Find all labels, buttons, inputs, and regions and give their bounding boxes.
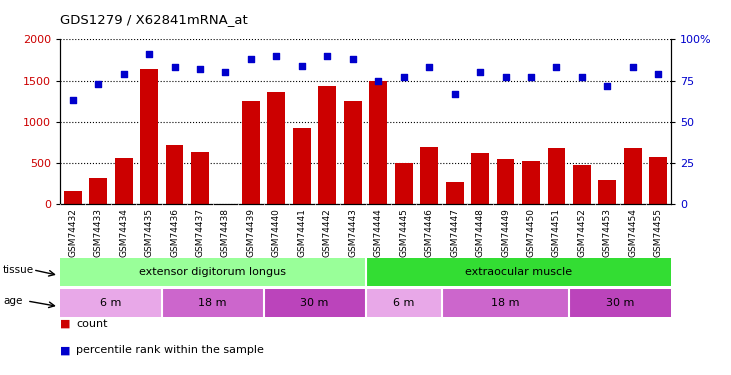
Text: GSM74437: GSM74437	[195, 209, 205, 257]
Text: GSM74441: GSM74441	[298, 209, 306, 257]
Bar	[369, 81, 387, 204]
Bar	[522, 162, 540, 204]
Point	[423, 64, 435, 70]
Text: GDS1279 / X62841mRNA_at: GDS1279 / X62841mRNA_at	[60, 13, 248, 26]
Bar	[548, 148, 565, 204]
Bar	[293, 129, 311, 204]
Point	[143, 51, 155, 57]
Text: 18 m: 18 m	[199, 298, 227, 308]
Text: GSM74443: GSM74443	[348, 209, 357, 257]
Bar	[115, 158, 132, 204]
Bar	[242, 101, 260, 204]
Bar	[442, 289, 569, 317]
Bar	[496, 159, 515, 204]
Bar	[366, 258, 671, 286]
Bar	[649, 156, 667, 204]
Text: GSM74454: GSM74454	[629, 209, 637, 257]
Text: GSM74446: GSM74446	[425, 209, 433, 257]
Bar	[319, 86, 336, 204]
Text: GSM74435: GSM74435	[145, 209, 154, 257]
Text: ■: ■	[60, 319, 74, 329]
Bar	[264, 289, 366, 317]
Bar	[366, 289, 442, 317]
Point	[296, 63, 308, 69]
Text: GSM74436: GSM74436	[170, 209, 179, 257]
Text: GSM74449: GSM74449	[501, 209, 510, 257]
Bar	[624, 148, 642, 204]
Text: GSM74434: GSM74434	[119, 209, 128, 257]
Point	[372, 78, 384, 84]
Text: GSM74438: GSM74438	[221, 209, 230, 257]
Text: extraocular muscle: extraocular muscle	[465, 267, 572, 277]
Point	[270, 53, 282, 59]
Text: tissue: tissue	[3, 265, 34, 275]
Point	[653, 71, 664, 77]
Text: GSM74447: GSM74447	[450, 209, 459, 257]
Text: GSM74433: GSM74433	[94, 209, 102, 257]
Point	[169, 64, 181, 70]
Bar	[60, 258, 366, 286]
Bar	[162, 289, 264, 317]
Text: ■: ■	[60, 345, 74, 355]
Text: count: count	[76, 319, 107, 329]
Bar	[573, 165, 591, 204]
Bar	[344, 101, 362, 204]
Bar	[140, 69, 158, 204]
Point	[219, 69, 231, 75]
Point	[500, 74, 512, 80]
Text: GSM74445: GSM74445	[399, 209, 408, 257]
Text: GSM74448: GSM74448	[476, 209, 485, 257]
Text: 18 m: 18 m	[491, 298, 520, 308]
Point	[576, 74, 588, 80]
Text: GSM74450: GSM74450	[526, 209, 536, 257]
Point	[627, 64, 639, 70]
Point	[347, 56, 359, 62]
Text: GSM74444: GSM74444	[374, 209, 383, 257]
Point	[474, 69, 486, 75]
Point	[449, 91, 461, 97]
Point	[67, 98, 78, 104]
Text: GSM74440: GSM74440	[272, 209, 281, 257]
Bar	[89, 178, 107, 204]
Point	[92, 81, 104, 87]
Text: GSM74432: GSM74432	[68, 209, 77, 257]
Text: GSM74453: GSM74453	[603, 209, 612, 257]
Point	[194, 66, 206, 72]
Text: GSM74442: GSM74442	[323, 209, 332, 257]
Text: 6 m: 6 m	[393, 298, 414, 308]
Bar	[471, 153, 489, 204]
Text: GSM74451: GSM74451	[552, 209, 561, 257]
Text: percentile rank within the sample: percentile rank within the sample	[76, 345, 264, 355]
Point	[245, 56, 257, 62]
Bar	[446, 182, 463, 204]
Text: GSM74455: GSM74455	[654, 209, 663, 257]
Text: extensor digitorum longus: extensor digitorum longus	[139, 267, 287, 277]
Point	[550, 64, 562, 70]
Bar	[420, 147, 438, 204]
Text: age: age	[3, 296, 23, 306]
Point	[525, 74, 537, 80]
Point	[118, 71, 129, 77]
Text: 6 m: 6 m	[100, 298, 121, 308]
Bar	[191, 152, 209, 204]
Bar	[395, 163, 412, 204]
Bar	[569, 289, 671, 317]
Bar	[60, 289, 162, 317]
Bar	[599, 180, 616, 204]
Point	[322, 53, 333, 59]
Text: 30 m: 30 m	[606, 298, 635, 308]
Bar	[64, 191, 82, 204]
Bar	[268, 92, 285, 204]
Point	[602, 82, 613, 88]
Point	[398, 74, 409, 80]
Bar	[166, 145, 183, 204]
Text: 30 m: 30 m	[300, 298, 329, 308]
Text: GSM74439: GSM74439	[246, 209, 255, 257]
Text: GSM74452: GSM74452	[577, 209, 586, 257]
